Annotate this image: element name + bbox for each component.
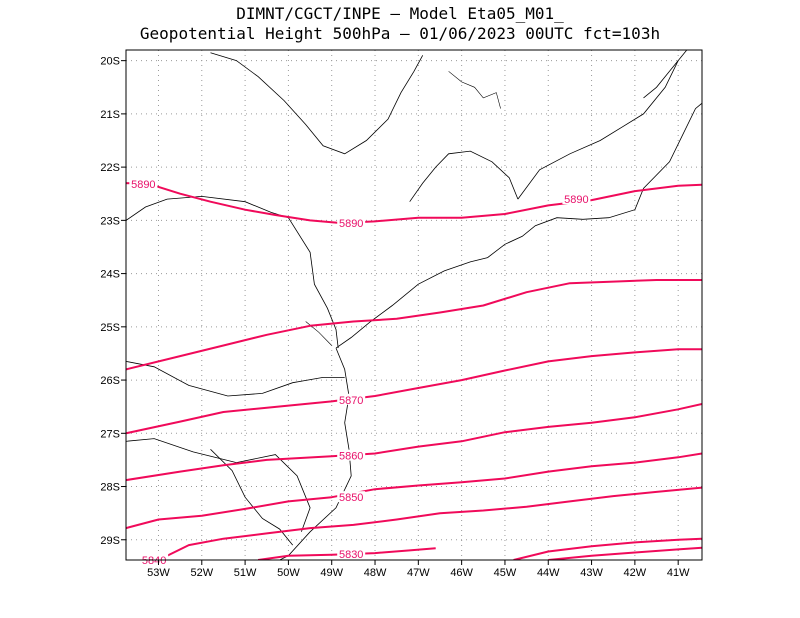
tick-label-lon: 51W <box>234 567 257 579</box>
border-line <box>409 150 519 202</box>
contour-line-5820 <box>548 546 702 560</box>
tick-label-lon: 48W <box>364 567 387 579</box>
tick-label-lat: 28S <box>100 482 120 494</box>
plot-frame <box>125 49 703 561</box>
contour-label: 5890 <box>131 179 155 191</box>
tick-label-lon: 42W <box>624 567 647 579</box>
tick-label-lon: 49W <box>320 567 343 579</box>
contour-line-5860 <box>126 403 702 482</box>
contours-layer <box>126 182 702 560</box>
tick-label-lat: 22S <box>100 162 120 174</box>
contour-line-5840 <box>158 486 702 560</box>
border-line <box>210 449 294 546</box>
axis-ticks: 53W 52W 51W 50W 49W 48W 47W 46W 45W 44W 43W 42W 41W 2… <box>100 56 690 579</box>
tick-label-lon: 52W <box>190 567 213 579</box>
contour-label-bg <box>337 491 366 503</box>
figure-title-line-1: DIMNT/CGCT/INPE – Model Eta05_M01_ <box>236 4 564 23</box>
river-line <box>448 71 501 109</box>
coast-line <box>335 102 702 349</box>
contour-line-5850 <box>126 452 702 530</box>
border-line <box>210 52 424 155</box>
tick-label-lon: 43W <box>580 567 603 579</box>
tick-label-lat: 21S <box>100 109 120 121</box>
contour-label-bg <box>337 548 366 560</box>
contour-line-5870 <box>126 348 702 435</box>
contour-label: 5850 <box>339 492 363 504</box>
graticule <box>126 50 702 560</box>
tick-label-lat: 26S <box>100 375 120 387</box>
tick-label-lat: 25S <box>100 322 120 334</box>
contour-label-bg <box>337 393 366 405</box>
contour-line-5880 <box>126 279 702 371</box>
tick-label-lon: 47W <box>407 567 430 579</box>
contour-line-5830 <box>513 537 702 560</box>
tick-label-lon: 44W <box>537 567 560 579</box>
coast-line <box>279 347 352 560</box>
contour-label: 5890 <box>564 194 588 206</box>
tick-label-lat: 24S <box>100 269 120 281</box>
border-line <box>126 438 311 532</box>
contour-label-bg <box>337 449 366 461</box>
figure-title-line-2: Geopotential Height 500hPa – 01/06/2023 … <box>139 24 661 43</box>
contour-label: 5860 <box>339 451 363 463</box>
tick-label-lat: 20S <box>100 56 120 68</box>
tick-label-lon: 41W <box>667 567 690 579</box>
contour-label: 5830 <box>339 549 363 561</box>
tick-label-lon: 53W <box>147 567 170 579</box>
tick-label-lat: 27S <box>100 428 120 440</box>
contour-label: 5840 <box>142 555 166 567</box>
contour-label: 5890 <box>339 218 363 230</box>
contour-label-bg <box>337 217 366 229</box>
contour-label-bg <box>562 193 591 205</box>
contour-labels: 5890 5890 5890 5870 5860 5850 5840 5830 <box>129 178 591 567</box>
boundaries-layer <box>126 50 702 560</box>
contour-label: 5870 <box>339 395 363 407</box>
contour-line-5890 <box>126 182 702 224</box>
tick-label-lat: 29S <box>100 535 120 547</box>
tick-label-lon: 50W <box>277 567 300 579</box>
contour-label-bg <box>129 178 158 190</box>
tick-label-lon: 46W <box>450 567 473 579</box>
tick-label-lon: 45W <box>494 567 517 579</box>
border-line <box>643 50 688 99</box>
border-line <box>517 60 679 200</box>
border-line <box>126 361 345 397</box>
tick-label-lat: 23S <box>100 215 120 227</box>
